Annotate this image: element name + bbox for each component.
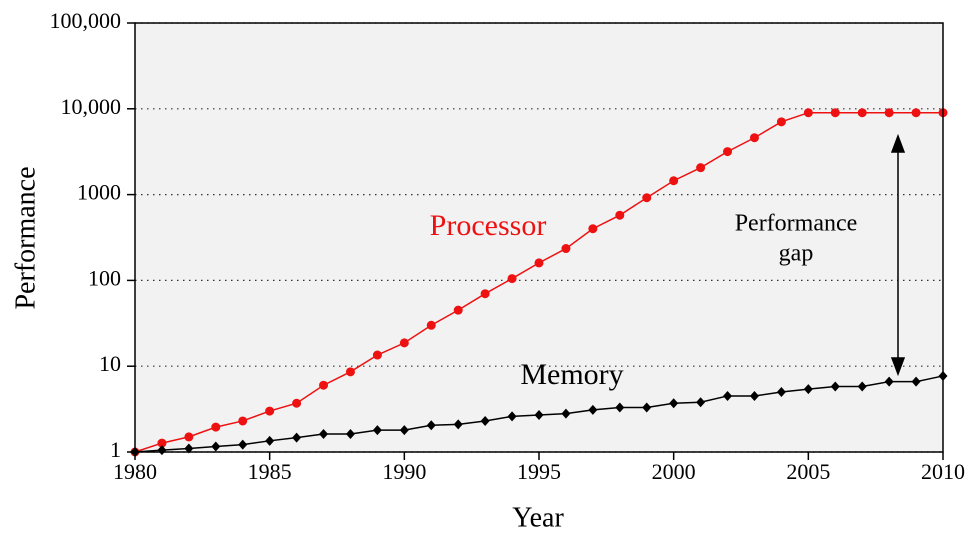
- x-axis-title: Year: [512, 502, 564, 533]
- x-tick-label: 2010: [921, 459, 965, 484]
- point: [345, 429, 355, 440]
- point: [642, 193, 652, 203]
- point: [507, 411, 517, 422]
- x-tick-label: 1980: [113, 459, 157, 484]
- point: [723, 147, 733, 157]
- x-tick-label: 1985: [248, 459, 292, 484]
- point: [884, 376, 894, 387]
- y-tick-label: 10,000: [61, 94, 122, 119]
- point: [884, 108, 894, 118]
- point: [588, 404, 598, 415]
- point: [857, 381, 867, 392]
- annotation: Performance: [735, 211, 858, 237]
- x-tick-label: 2005: [786, 459, 830, 484]
- point: [399, 425, 409, 436]
- point: [265, 435, 275, 446]
- point: [507, 274, 517, 284]
- point: [292, 432, 302, 443]
- x-tick-label: 2000: [652, 459, 696, 484]
- series-label: Processor: [430, 209, 547, 242]
- point: [534, 258, 544, 268]
- point: [480, 289, 490, 299]
- point: [211, 422, 221, 432]
- point: [696, 397, 706, 408]
- point: [776, 117, 786, 127]
- plot-area: [135, 23, 943, 452]
- point: [265, 406, 275, 416]
- point: [426, 420, 436, 431]
- point: [426, 320, 436, 330]
- y-tick-label: 100,000: [50, 8, 122, 33]
- point: [776, 387, 786, 398]
- point: [803, 384, 813, 395]
- point: [588, 224, 598, 234]
- y-tick-label: 1000: [77, 180, 121, 205]
- point: [480, 415, 490, 426]
- point: [911, 108, 921, 118]
- point: [372, 350, 382, 360]
- point: [749, 390, 759, 401]
- point: [453, 419, 463, 430]
- point: [911, 376, 921, 387]
- y-axis-title: Performance: [10, 166, 41, 309]
- point: [830, 108, 840, 118]
- point: [561, 408, 571, 419]
- point: [238, 439, 248, 450]
- point: [615, 402, 625, 413]
- point: [642, 402, 652, 413]
- point: [319, 380, 329, 390]
- point: [319, 429, 329, 440]
- y-tick-label: 10: [99, 351, 121, 376]
- point: [669, 398, 679, 409]
- point: [211, 441, 221, 452]
- point: [696, 163, 706, 173]
- point: [453, 305, 463, 315]
- point: [857, 108, 867, 118]
- point: [561, 244, 571, 254]
- point: [184, 432, 194, 442]
- point: [157, 438, 167, 448]
- point: [372, 425, 382, 436]
- point: [669, 176, 679, 186]
- point: [399, 338, 409, 348]
- y-tick-label: 100: [88, 265, 121, 290]
- point: [803, 108, 813, 118]
- point: [345, 367, 355, 377]
- point: [749, 133, 759, 143]
- series-label: Memory: [520, 358, 623, 391]
- point: [830, 381, 840, 392]
- x-tick-label: 1990: [382, 459, 426, 484]
- annotation: gap: [779, 241, 814, 267]
- point: [615, 210, 625, 220]
- x-tick-label: 1995: [517, 459, 561, 484]
- point: [292, 398, 302, 408]
- gap-arrow: [890, 133, 906, 377]
- y-tick-label: 1: [110, 437, 121, 462]
- point: [534, 409, 544, 420]
- point: [184, 443, 194, 454]
- point: [238, 416, 248, 426]
- point: [723, 390, 733, 401]
